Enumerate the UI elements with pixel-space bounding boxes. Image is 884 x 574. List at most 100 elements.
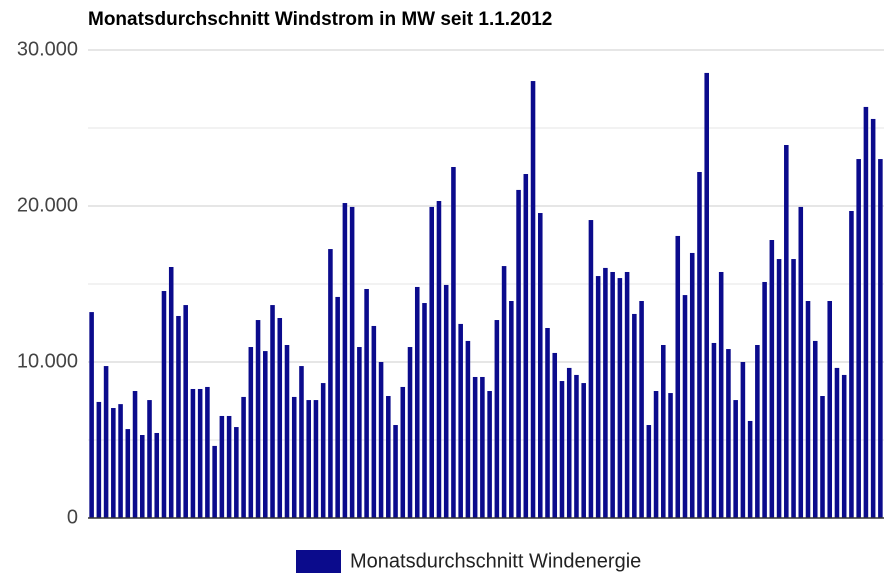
bar <box>661 344 666 518</box>
bar <box>386 396 391 518</box>
bar <box>689 252 695 518</box>
bar <box>371 325 377 518</box>
bar <box>422 303 427 518</box>
bar <box>205 386 210 518</box>
bar <box>270 305 275 518</box>
bar <box>241 396 246 518</box>
bar <box>277 318 283 518</box>
bar <box>668 393 673 518</box>
bar <box>212 445 217 518</box>
legend-swatch <box>296 550 341 573</box>
bar <box>595 276 601 518</box>
bar <box>841 374 847 518</box>
bar <box>147 400 152 518</box>
bar <box>168 266 174 518</box>
bar <box>255 320 261 518</box>
bar <box>299 366 304 518</box>
bar <box>516 189 521 518</box>
bar <box>791 259 796 518</box>
chart-title: Monatsdurchschnitt Windstrom in MW seit … <box>88 9 552 30</box>
y-tick-label: 30.000 <box>17 38 78 60</box>
bar <box>219 415 225 518</box>
bar <box>364 288 369 518</box>
bar <box>776 259 782 518</box>
bar <box>552 352 558 518</box>
bar <box>183 305 188 518</box>
bar <box>139 435 145 518</box>
bar <box>96 401 102 518</box>
bar <box>624 271 630 518</box>
bar <box>154 432 160 518</box>
bar <box>878 159 883 518</box>
bar <box>197 388 203 518</box>
bar <box>784 145 789 518</box>
bar <box>747 420 753 518</box>
legend-label: Monatsdurchschnitt Windenergie <box>350 550 641 572</box>
bar <box>509 301 514 518</box>
bar <box>581 383 586 518</box>
bar <box>306 400 311 518</box>
bar <box>226 415 232 518</box>
bar <box>588 220 594 519</box>
bar <box>849 210 854 518</box>
bar <box>313 400 319 518</box>
bar <box>111 408 116 518</box>
bar <box>451 167 456 518</box>
bar <box>675 235 681 518</box>
bar <box>234 427 239 518</box>
bar <box>465 340 471 518</box>
bar <box>320 383 326 518</box>
bar <box>480 376 485 518</box>
bar <box>125 429 131 518</box>
bar <box>812 340 818 518</box>
y-tick-label: 10.000 <box>17 350 78 372</box>
bar <box>378 362 384 518</box>
bar <box>574 374 579 518</box>
y-tick-label: 0 <box>67 506 78 528</box>
bar <box>349 206 355 518</box>
bar <box>820 396 825 518</box>
bar <box>834 367 840 518</box>
bar <box>393 425 398 518</box>
bar <box>827 301 833 518</box>
bar <box>429 206 435 518</box>
bar <box>798 206 804 518</box>
bar <box>494 320 500 518</box>
bar <box>284 344 290 518</box>
bar <box>190 388 196 518</box>
bar <box>118 404 123 518</box>
bar <box>733 400 738 518</box>
bar <box>740 362 746 518</box>
bar <box>711 342 717 518</box>
bar <box>291 396 297 518</box>
bar <box>530 81 536 518</box>
bar <box>762 281 767 518</box>
bar <box>414 286 420 518</box>
bar <box>458 323 463 518</box>
bar <box>443 284 449 518</box>
y-tick-label: 20.000 <box>17 194 78 216</box>
bar <box>639 301 644 518</box>
bar <box>357 347 362 518</box>
bar <box>617 278 623 518</box>
bar <box>436 201 442 518</box>
bar <box>755 344 760 518</box>
bar <box>718 271 724 518</box>
bar <box>610 271 615 518</box>
bar <box>335 296 340 518</box>
bar <box>89 312 94 518</box>
bar <box>407 347 413 518</box>
bar <box>863 106 869 518</box>
bar <box>537 213 543 518</box>
bar <box>487 391 492 518</box>
bar <box>632 313 637 518</box>
bar <box>328 249 333 518</box>
bar <box>400 386 406 518</box>
bar <box>682 295 688 518</box>
bar <box>132 391 138 518</box>
bar <box>176 315 181 518</box>
bar <box>566 367 572 518</box>
bar <box>704 72 709 518</box>
bar <box>856 159 861 518</box>
